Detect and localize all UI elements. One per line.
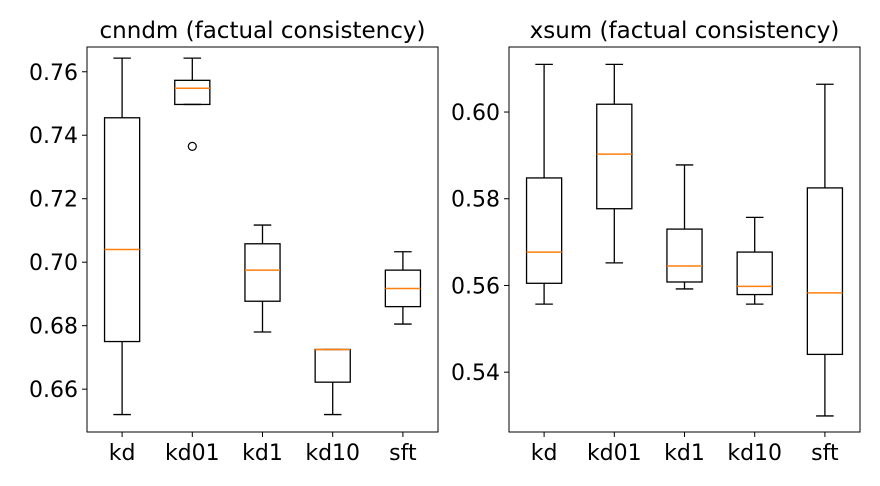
y-tick-label: 0.76 bbox=[29, 61, 78, 86]
iqr-box bbox=[103, 117, 141, 343]
y-tick-label: 0.56 bbox=[451, 274, 500, 299]
box-kd bbox=[525, 63, 563, 305]
iqr-box bbox=[174, 79, 211, 106]
x-tick-label: kd bbox=[531, 441, 558, 466]
chart-title: cnndm (factual consistency) bbox=[100, 18, 426, 44]
axes-frame bbox=[86, 46, 439, 433]
x-tick-label: sft bbox=[811, 441, 839, 466]
axes-frame bbox=[508, 46, 861, 433]
x-tick-label: kd10 bbox=[305, 441, 360, 466]
x-tick-label: kd bbox=[109, 441, 136, 466]
box-kd01 bbox=[174, 57, 211, 151]
iqr-box bbox=[596, 103, 633, 210]
box-kd10 bbox=[314, 348, 351, 416]
box-kd10 bbox=[736, 216, 773, 305]
y-tick-label: 0.60 bbox=[451, 101, 500, 126]
outlier-point bbox=[187, 141, 197, 151]
x-tick-label: kd10 bbox=[727, 441, 782, 466]
box-kd1 bbox=[244, 224, 281, 333]
x-tick-label: kd01 bbox=[587, 441, 642, 466]
box-kd01 bbox=[596, 63, 633, 264]
box-kd bbox=[103, 57, 141, 416]
box-sft bbox=[384, 251, 422, 325]
iqr-box bbox=[244, 243, 281, 302]
y-tick-label: 0.72 bbox=[29, 188, 78, 213]
iqr-box bbox=[736, 251, 773, 296]
y-tick-label: 0.54 bbox=[451, 361, 500, 386]
x-tick-label: kd1 bbox=[664, 441, 705, 466]
box-kd1 bbox=[666, 164, 703, 290]
chart-title: xsum (factual consistency) bbox=[530, 18, 840, 44]
x-tick-label: kd01 bbox=[165, 441, 220, 466]
y-tick-label: 0.70 bbox=[29, 251, 78, 276]
iqr-box bbox=[314, 348, 351, 383]
y-tick-label: 0.74 bbox=[29, 124, 78, 149]
y-tick-label: 0.58 bbox=[451, 188, 500, 213]
x-tick-label: kd1 bbox=[242, 441, 283, 466]
iqr-box bbox=[806, 187, 844, 356]
iqr-box bbox=[525, 177, 563, 284]
cnndm-panel: cnndm (factual consistency) 0.66 0.68 0.70 0… bbox=[29, 18, 439, 466]
y-tick-label: 0.66 bbox=[29, 378, 78, 403]
y-tick-label: 0.68 bbox=[29, 315, 78, 340]
iqr-box bbox=[666, 228, 703, 283]
box-sft bbox=[806, 83, 844, 417]
x-tick-label: sft bbox=[389, 441, 417, 466]
xsum-panel: xsum (factual consistency) 0.54 0.56 0.58 0.… bbox=[451, 18, 861, 466]
